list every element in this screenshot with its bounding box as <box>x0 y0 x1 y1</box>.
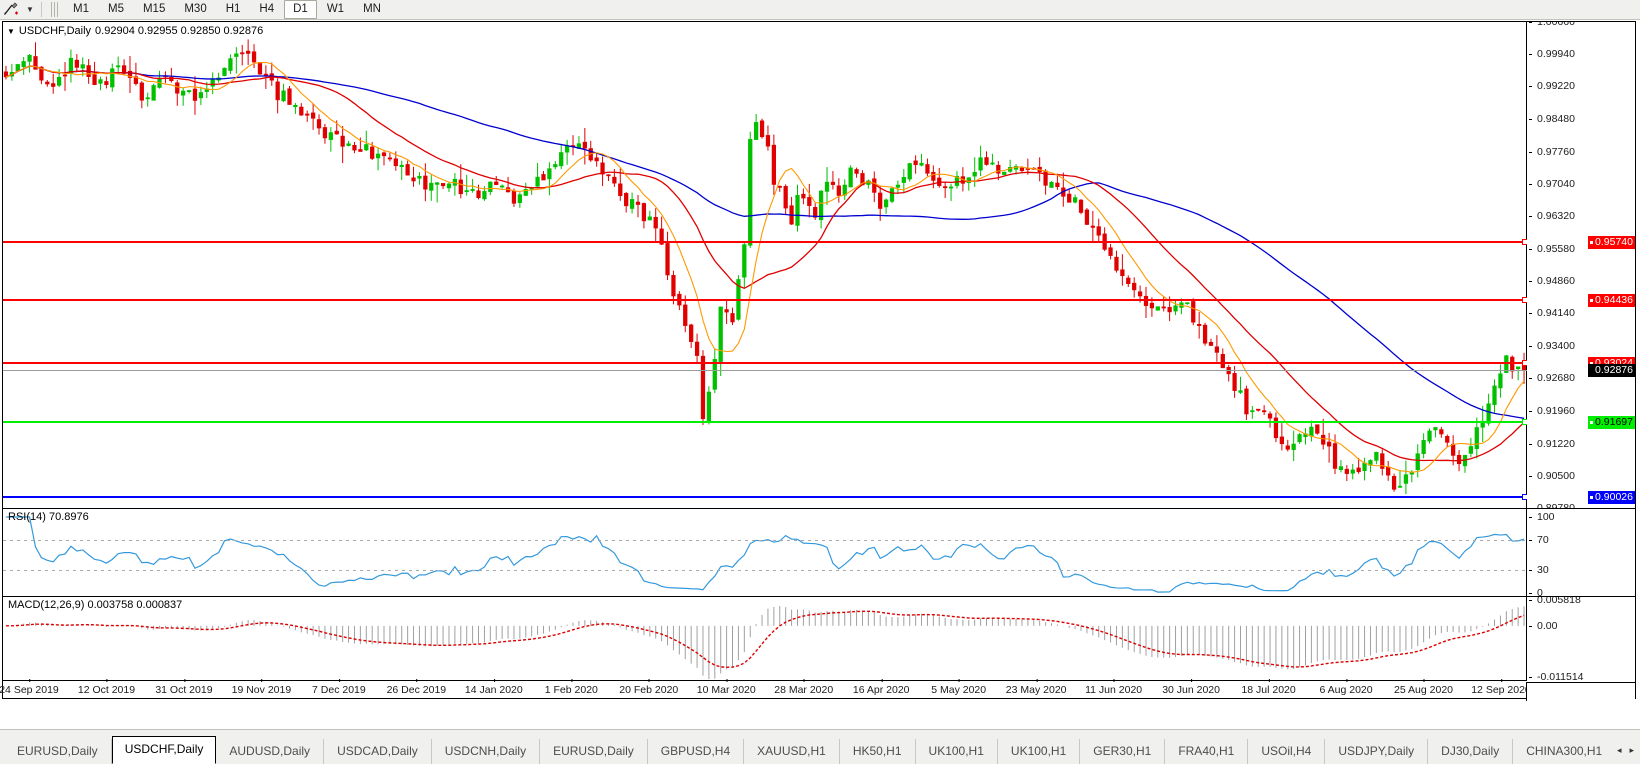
rsi-plot-area[interactable] <box>3 509 1527 597</box>
timeframe-m30[interactable]: M30 <box>184 3 207 15</box>
date-tick: 14 Jan 2020 <box>465 679 523 696</box>
current-price-line <box>3 369 1527 371</box>
chart-tab-xauusd-h1[interactable]: XAUUSD,H1 <box>744 739 840 764</box>
tab-nav-group: ◂ ▸ <box>1611 736 1640 764</box>
toolbar-grip[interactable] <box>51 2 59 17</box>
date-tick: 6 Aug 2020 <box>1319 679 1373 696</box>
level-line-resistance-3[interactable] <box>3 360 1527 367</box>
top-toolbar: ▼ M1 M5 M15 M30 H1 H4 D1 W1 MN <box>0 0 1640 20</box>
macd-indicator-label: MACD(12,26,9) 0.003758 0.000837 <box>8 599 183 611</box>
date-tick: 16 Apr 2020 <box>853 679 910 696</box>
toolbar-divider <box>41 2 42 17</box>
chart-tab-fra40-h1[interactable]: FRA40,H1 <box>1165 739 1249 764</box>
date-tick: 31 Oct 2019 <box>155 679 213 696</box>
chart-tabs: EURUSD,Daily USDCHF,Daily AUDUSD,Daily USDC… <box>0 736 1611 764</box>
price-tag-support-2: 0.90026 <box>1588 491 1635 504</box>
level-line-support-2[interactable] <box>3 494 1527 500</box>
date-tick: 18 Jul 2020 <box>1241 679 1296 696</box>
chart-tab-hk50-h1[interactable]: HK50,H1 <box>840 739 916 764</box>
date-tick: 11 Jun 2020 <box>1085 679 1142 696</box>
timeframe-d1[interactable]: D1 <box>284 0 317 19</box>
chart-tab-bar: EURUSD,Daily USDCHF,Daily AUDUSD,Daily USDC… <box>0 729 1640 764</box>
chart-tab-uk100-h1[interactable]: UK100,H1 <box>916 739 998 764</box>
chart-tab-usdjpy-daily[interactable]: USDJPY,Daily <box>1325 739 1429 764</box>
tab-scroll-left-icon[interactable]: ◂ <box>1616 744 1622 755</box>
date-tick: 7 Dec 2019 <box>312 679 366 696</box>
date-tick: 5 May 2020 <box>931 679 986 696</box>
candlestick-series <box>3 39 1527 495</box>
date-tick: 10 Mar 2020 <box>697 679 756 696</box>
chart-tab-gbpusd-h4[interactable]: GBPUSD,H4 <box>648 739 745 764</box>
date-tick: 19 Nov 2019 <box>232 679 291 696</box>
timeframe-w1[interactable]: W1 <box>326 3 345 15</box>
chart-tab-eurusd-daily[interactable]: EURUSD,Daily <box>540 739 648 764</box>
draw-tools-icon[interactable] <box>2 1 22 18</box>
date-tick: 24 Sep 2019 <box>0 679 59 696</box>
chart-tab-eurusd-daily[interactable]: EURUSD,Daily <box>4 739 112 764</box>
chart-tab-ger30-h1[interactable]: GER30,H1 <box>1080 739 1166 764</box>
chart-symbol-label: ▼ USDCHF,Daily 0.92904 0.92955 0.92850 0… <box>7 25 263 37</box>
macd-scale: 0.005818 0.00 -0.011514 <box>1526 597 1635 683</box>
chart-tab-uk100-h1[interactable]: UK100,H1 <box>998 739 1081 764</box>
axis-corner <box>1526 682 1635 701</box>
rsi-pane[interactable]: 100 70 30 0 RSI(14) 70.8976 <box>3 508 1635 597</box>
macd-series <box>5 606 1525 680</box>
price-scale[interactable]: 1.00660 0.99940 0.99220 0.98480 0.97760 0.970… <box>1526 22 1635 508</box>
timeframe-m1[interactable]: M1 <box>73 3 89 15</box>
timeframe-group: M1 M5 M15 M30 H1 H4 D1 W1 MN <box>64 0 390 19</box>
price-tag-support-1: 0.91697 <box>1588 416 1635 430</box>
chart-tab-china300-h1[interactable]: CHINA300,H1 <box>1513 739 1611 764</box>
date-scale[interactable]: 24 Sep 2019 12 Oct 2019 31 Oct 2019 19 Nov … <box>0 679 1531 698</box>
level-line-resistance-2[interactable] <box>3 297 1527 304</box>
date-tick: 26 Dec 2019 <box>387 679 446 696</box>
rsi-scale: 100 70 30 0 <box>1526 509 1635 597</box>
rsi-band-70 <box>3 539 1527 541</box>
toolbar-left-group: ▼ <box>0 1 62 18</box>
chart-ohlc-text: 0.92904 0.92955 0.92850 0.92876 <box>95 25 264 37</box>
chart-tab-usdcnh-daily[interactable]: USDCNH,Daily <box>432 739 541 764</box>
macd-plot-area[interactable] <box>3 597 1527 683</box>
price-tag-current-price: 0.92876 <box>1588 363 1635 377</box>
tab-scroll-right-icon[interactable]: ▸ <box>1629 744 1634 755</box>
chart-symbol-text: USDCHF,Daily <box>18 25 92 37</box>
timeframe-mn[interactable]: MN <box>363 3 381 15</box>
date-tick: 25 Aug 2020 <box>1394 679 1453 696</box>
price-plot-area[interactable] <box>3 22 1527 508</box>
chart-frame: 1.00660 0.99940 0.99220 0.98480 0.97760 0.970… <box>0 21 1636 701</box>
date-tick: 30 Jun 2020 <box>1162 679 1220 696</box>
dropdown-caret-icon[interactable]: ▼ <box>26 5 34 14</box>
chart-tab-dj30-daily[interactable]: DJ30,Daily <box>1428 739 1514 764</box>
date-tick: 23 May 2020 <box>1006 679 1067 696</box>
date-tick: 12 Oct 2019 <box>78 679 135 696</box>
chart-tab-usoil-h4[interactable]: USOil,H4 <box>1248 739 1326 764</box>
rsi-indicator-label: RSI(14) 70.8976 <box>8 511 89 523</box>
timeframe-h1[interactable]: H1 <box>225 3 241 15</box>
chart-tab-usdchf-daily[interactable]: USDCHF,Daily <box>111 736 217 764</box>
date-tick: 1 Feb 2020 <box>545 679 598 696</box>
chart-tab-usdcad-daily[interactable]: USDCAD,Daily <box>324 739 432 764</box>
date-tick: 20 Feb 2020 <box>619 679 678 696</box>
price-tag-resistance-1: 0.95740 <box>1588 235 1635 249</box>
price-tag-resistance-2: 0.94436 <box>1588 294 1635 308</box>
timeframe-m15[interactable]: M15 <box>142 3 166 15</box>
chart-tab-audusd-daily[interactable]: AUDUSD,Daily <box>216 739 325 764</box>
price-pane[interactable]: 1.00660 0.99940 0.99220 0.98480 0.97760 0.970… <box>3 22 1635 508</box>
collapse-caret-icon[interactable]: ▼ <box>7 26 15 36</box>
level-line-resistance-1[interactable] <box>3 238 1527 245</box>
rsi-band-30 <box>3 570 1527 572</box>
timeframe-h4[interactable]: H4 <box>259 3 275 15</box>
macd-pane[interactable]: 0.005818 0.00 -0.011514 MACD(12,26,9) 0.00… <box>3 596 1635 683</box>
date-tick: 28 Mar 2020 <box>774 679 833 696</box>
level-line-support-1[interactable] <box>3 419 1527 426</box>
date-tick: 12 Sep 2020 <box>1471 679 1531 696</box>
timeframe-m5[interactable]: M5 <box>107 3 124 15</box>
rsi-series <box>5 516 1525 593</box>
